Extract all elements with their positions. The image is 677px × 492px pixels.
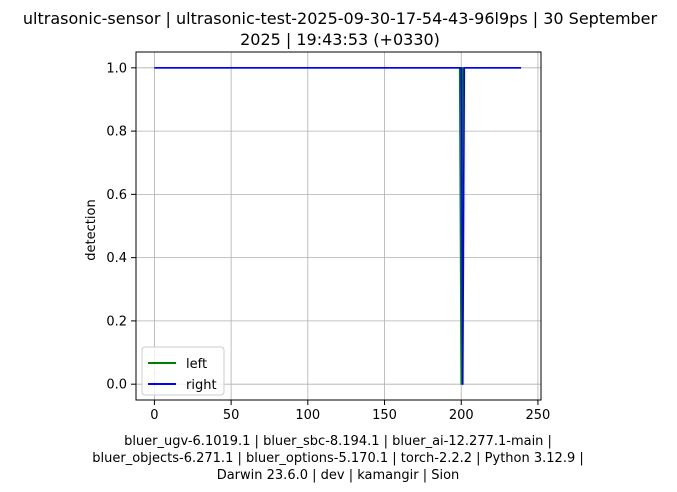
axes-frame <box>135 51 542 401</box>
y-tick-label: 0.4 <box>106 251 127 266</box>
legend: left right <box>141 346 225 396</box>
y-tick-label: 0.2 <box>106 314 127 329</box>
x-axis-label-line-1: bluer_ugv-6.1019.1 | bluer_sbc-8.194.1 |… <box>124 434 552 449</box>
x-tick-label: 250 <box>526 408 551 423</box>
x-axis-label-line-3: Darwin 23.6.0 | dev | kamangir | Sion <box>217 468 460 483</box>
x-tick-label: 50 <box>223 408 240 423</box>
axis-ticks: 0 50 100 150 200 250 0.0 0.2 0.4 0.6 0.8 1.0 <box>106 61 550 423</box>
x-tick-label: 150 <box>372 408 397 423</box>
y-tick-label: 1.0 <box>106 61 127 76</box>
y-axis-label: detection <box>84 199 99 260</box>
y-tick-label: 0.0 <box>106 378 127 393</box>
y-tick-label: 0.8 <box>106 125 127 140</box>
y-tick-label: 0.6 <box>106 188 127 203</box>
chart-title-line-1: ultrasonic-sensor | ultrasonic-test-2025… <box>23 9 658 28</box>
x-tick-label: 100 <box>295 408 320 423</box>
x-axis-label-line-2: bluer_objects-6.271.1 | bluer_options-5.… <box>92 451 583 466</box>
x-tick-label: 0 <box>150 408 158 423</box>
legend-label-right: right <box>186 378 217 393</box>
x-tick-label: 200 <box>449 408 474 423</box>
series-line-right <box>154 67 522 385</box>
series-layer <box>154 67 522 385</box>
chart-title-line-2: 2025 | 19:43:53 (+0330) <box>240 30 440 49</box>
legend-label-left: left <box>186 357 207 372</box>
